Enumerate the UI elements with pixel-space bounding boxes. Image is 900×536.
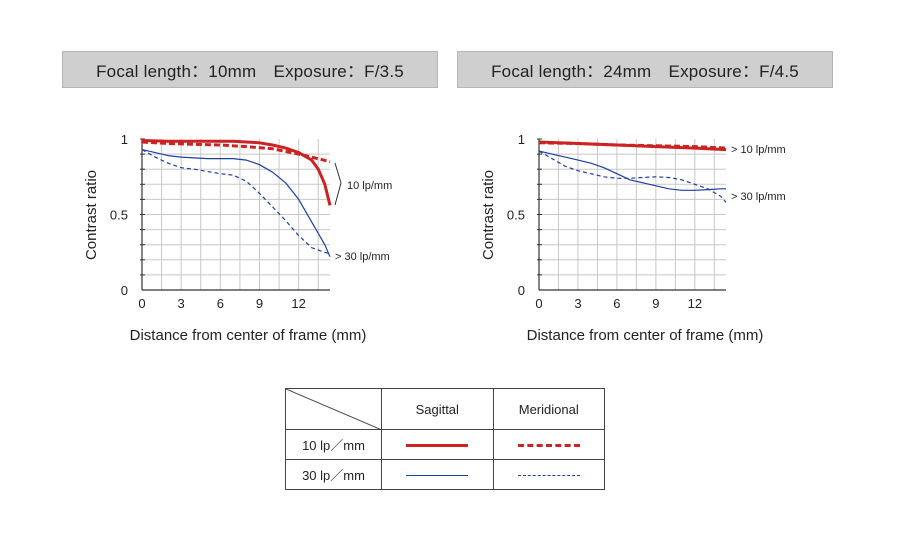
chart-2-x-tick-label: 12	[688, 296, 702, 311]
chart-1-annotation-30lp: > 30 lp/mm	[335, 251, 390, 263]
chart-2-title-banner: Focal length：24mm Exposure：F/4.5	[457, 51, 833, 88]
chart-2-y-tick-label: 1	[518, 132, 525, 147]
chart-1-series-10lp-meridional-line	[141, 140, 331, 164]
chart-1-x-tick-label: 9	[256, 296, 263, 311]
legend-header-sagittal: Sagittal	[381, 388, 494, 430]
legend-30lp-meridional-swatch	[492, 459, 605, 490]
chart-2-series-10lp-meridional-line	[538, 141, 727, 150]
chart-1-y-tick-label: 1	[121, 132, 128, 147]
chart-2-x-axis-label: Distance from center of frame (mm)	[527, 327, 764, 344]
chart-2-y-tick-label: 0.5	[507, 208, 525, 223]
chart-1-bracket-10lp	[334, 162, 342, 206]
chart-2-annotation-10lp: > 10 lp/mm	[731, 144, 786, 156]
chart-1-x-tick-label: 12	[291, 296, 305, 311]
chart-2-annotation-30lp: > 30 lp/mm	[731, 191, 786, 203]
chart-2-x-tick-label: 9	[652, 296, 659, 311]
chart-1-y-axis-label: Contrast ratio	[83, 170, 100, 260]
chart-2-series-30lp-meridional-line	[538, 150, 727, 203]
chart-2-y-tick-label: 0	[518, 283, 525, 298]
legend-10lp-sagittal-swatch	[381, 429, 494, 460]
legend-row-30lp-label: 30 lp／mm	[285, 459, 382, 490]
diagonal-line	[286, 389, 382, 430]
chart-1-y-tick-label: 0.5	[110, 208, 128, 223]
legend-corner-cell	[285, 388, 382, 430]
chart-1-series-10lp-sagittal-line	[141, 139, 332, 206]
legend-row-10lp-label: 10 lp／mm	[285, 429, 382, 460]
chart-1-x-tick-label: 0	[138, 296, 145, 311]
chart-1-x-tick-label: 6	[217, 296, 224, 311]
chart-1-series-30lp-sagittal-line	[141, 149, 331, 258]
chart-1-y-tick-label: 0	[121, 283, 128, 298]
legend-10lp-meridional-swatch	[492, 429, 605, 460]
legend-30lp-sagittal-swatch	[381, 459, 494, 490]
chart-2-x-tick-label: 3	[574, 296, 581, 311]
chart-2-y-axis-label: Contrast ratio	[480, 170, 497, 260]
chart-1-title-banner: Focal length：10mm Exposure：F/3.5	[62, 51, 438, 88]
chart-2-series-30lp-sagittal-line	[538, 150, 726, 191]
chart-1-x-axis-label: Distance from center of frame (mm)	[130, 327, 367, 344]
chart-2-x-tick-label: 0	[535, 296, 542, 311]
legend-header-meridional: Meridional	[492, 388, 605, 430]
chart-2-x-tick-label: 6	[613, 296, 620, 311]
chart-1-x-tick-label: 3	[178, 296, 185, 311]
legend-table: Sagittal Meridional 10 lp／mm 30 lp／mm	[285, 388, 605, 490]
chart-1-series-30lp-meridional-line	[141, 149, 331, 255]
chart-1-annotation-10lp: 10 lp/mm	[347, 180, 392, 192]
